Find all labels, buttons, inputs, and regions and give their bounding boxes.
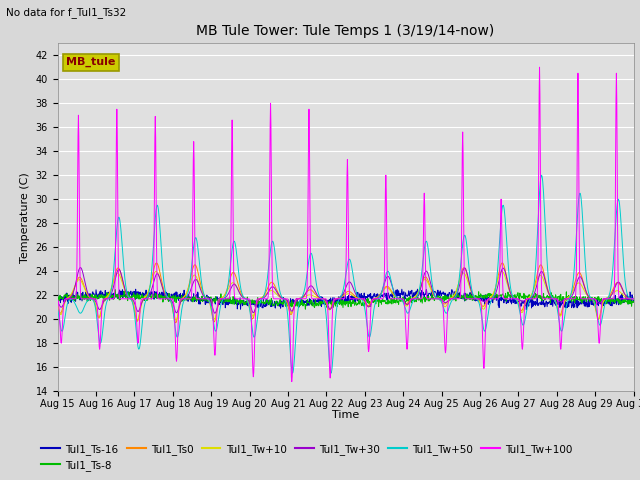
Y-axis label: Temperature (C): Temperature (C): [20, 172, 30, 263]
Legend: Tul1_Ts-16, Tul1_Ts-8, Tul1_Ts0, Tul1_Tw+10, Tul1_Tw+30, Tul1_Tw+50, Tul1_Tw+100: Tul1_Ts-16, Tul1_Ts-8, Tul1_Ts0, Tul1_Tw…: [37, 439, 577, 475]
Text: No data for f_Tul1_Ts32: No data for f_Tul1_Ts32: [6, 7, 127, 18]
Title: MB Tule Tower: Tule Temps 1 (3/19/14-now): MB Tule Tower: Tule Temps 1 (3/19/14-now…: [196, 24, 495, 38]
Text: MB_tule: MB_tule: [67, 57, 116, 67]
X-axis label: Time: Time: [332, 410, 359, 420]
